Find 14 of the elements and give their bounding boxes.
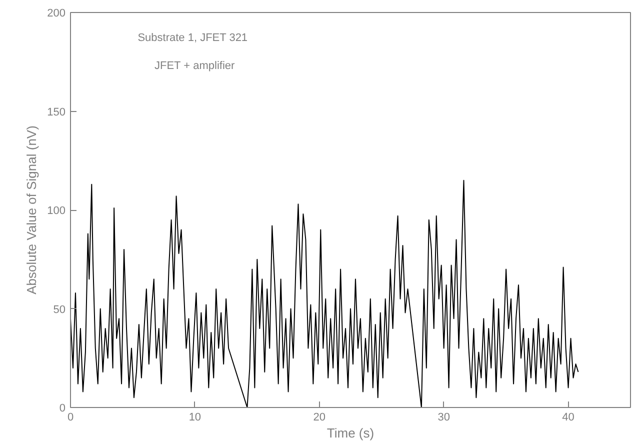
- x-tick-label: 20: [313, 412, 326, 424]
- x-tick-label: 40: [562, 412, 574, 424]
- annotation: Substrate 1, JFET 321: [138, 32, 248, 44]
- x-tick-label: 30: [438, 412, 450, 424]
- y-tick-label: 200: [47, 8, 66, 20]
- y-tick-label: 100: [47, 205, 66, 217]
- x-tick-label: 10: [188, 412, 202, 424]
- y-tick-label: 150: [47, 106, 66, 118]
- annotation: JFET + amplifier: [154, 60, 236, 72]
- y-tick-label: 0: [59, 402, 66, 414]
- y-tick-label: 50: [53, 304, 66, 316]
- x-axis-title: Time (s): [326, 426, 374, 440]
- x-tick-label: 0: [67, 412, 74, 424]
- y-axis-title: Absolute Value of Signal (nV): [24, 126, 40, 294]
